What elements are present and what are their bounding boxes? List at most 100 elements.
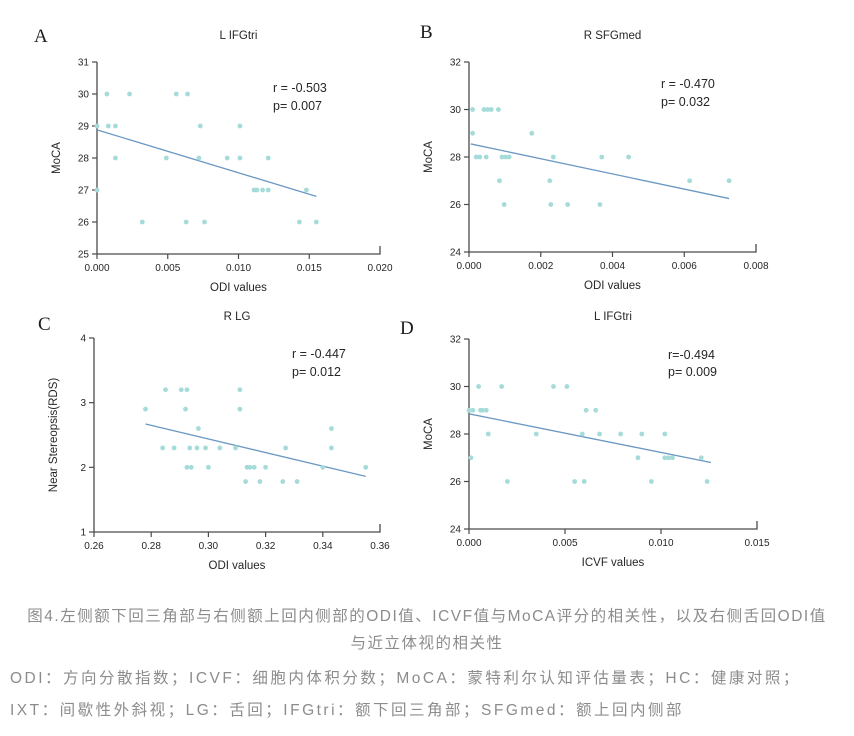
data-point [597, 202, 603, 207]
x-axis-label: ODI values [209, 560, 266, 572]
y-tick-label: 28 [450, 430, 462, 441]
data-point [666, 455, 672, 461]
scatter-panel-b: R SFGmed 24 26 28 30 32 0.000 0.002 0.004 0.006 0.… [423, 30, 769, 292]
panel-label-a: A [34, 26, 48, 47]
data-point [247, 464, 253, 470]
y-tick-label: 26 [78, 218, 90, 229]
data-point [499, 154, 505, 160]
data-point [477, 154, 483, 160]
data-point [237, 155, 243, 161]
chart-title: R SFGmed [584, 30, 642, 42]
data-point [593, 407, 599, 413]
data-point [533, 431, 539, 437]
data-point [499, 384, 505, 389]
data-point [127, 91, 132, 97]
y-axis-label: MoCA [423, 418, 435, 450]
data-point [188, 464, 194, 470]
data-point [466, 407, 472, 413]
data-point [237, 387, 243, 393]
data-point [224, 155, 230, 161]
figure-footnote: ODI：方向分散指数；ICVF：细胞内体积分数；MoCA：蒙特利尔认知评估量表；… [10, 670, 801, 719]
data-point [503, 154, 508, 160]
data-point [496, 107, 501, 112]
y-tick-label: 30 [450, 382, 462, 393]
data-point [564, 384, 570, 389]
x-tick-label: 0.000 [456, 261, 481, 272]
data-point [251, 464, 257, 470]
y-tick-label: 28 [78, 154, 90, 165]
data-point [480, 407, 485, 413]
data-point [160, 445, 166, 451]
y-tick-label: 27 [78, 186, 90, 197]
chart-title: L IFGtri [594, 311, 632, 323]
y-tick-label: 30 [78, 90, 90, 101]
x-tick-label: 0.006 [672, 261, 697, 272]
data-point [550, 154, 556, 160]
trend-line [96, 129, 317, 198]
data-point [468, 455, 474, 461]
data-point [481, 107, 487, 112]
x-tick-label: 0.015 [297, 263, 322, 274]
data-point [202, 219, 207, 225]
data-point [163, 387, 168, 393]
data-point [328, 445, 334, 451]
correlation-p-label: p= 0.007 [273, 99, 322, 113]
x-axis-label: ODI values [210, 282, 267, 294]
data-point [529, 130, 535, 136]
data-point [328, 426, 334, 431]
data-point [184, 464, 190, 470]
data-point [105, 123, 111, 129]
data-point [320, 464, 326, 470]
correlation-r-label: r = -0.447 [292, 347, 346, 361]
data-point [547, 178, 553, 184]
data-point [139, 219, 145, 225]
data-point [662, 431, 668, 437]
data-point [112, 123, 118, 129]
x-tick-label: 0.000 [84, 263, 109, 274]
data-point [296, 219, 302, 225]
data-point [626, 154, 632, 160]
data-point [470, 107, 475, 112]
data-point [363, 464, 369, 470]
y-tick-label: 24 [450, 248, 462, 259]
data-point [551, 384, 556, 389]
data-point [470, 130, 475, 136]
y-tick-label: 30 [450, 105, 462, 116]
x-tick-label: 0.004 [600, 261, 625, 272]
data-point [483, 154, 489, 160]
panel-label-d: D [400, 318, 414, 339]
data-point [497, 178, 502, 184]
data-point [304, 187, 309, 193]
data-point [203, 445, 208, 451]
data-point [94, 187, 100, 193]
data-point [505, 479, 510, 484]
trend-line [468, 413, 712, 464]
correlation-p-label: p= 0.012 [292, 365, 341, 379]
data-point [104, 91, 110, 97]
y-tick-label: 31 [78, 58, 90, 69]
x-tick-label: 0.30 [199, 541, 219, 552]
scatter-points [143, 387, 369, 484]
y-tick-label: 32 [450, 58, 462, 69]
data-point [280, 479, 286, 484]
data-point [698, 455, 704, 461]
data-point [618, 431, 624, 437]
x-tick-label: 0.32 [256, 541, 276, 552]
data-point [548, 202, 554, 207]
x-tick-label: 0.26 [84, 541, 104, 552]
data-point [185, 91, 190, 97]
data-point [237, 123, 243, 129]
data-point [195, 426, 201, 431]
y-tick-label: 1 [80, 528, 86, 539]
chart-title: L IFGtri [220, 30, 258, 42]
data-point [171, 445, 177, 451]
x-tick-label: 0.008 [743, 261, 768, 272]
data-point [565, 202, 571, 207]
y-tick-label: 29 [78, 122, 90, 133]
y-tick-label: 26 [450, 477, 462, 488]
data-point [94, 123, 100, 129]
data-point [485, 107, 491, 112]
scatter-panel-c: R LG 1 2 3 4 0.26 0.28 0.30 0.32 0.34 0.36 ODI valu… [48, 311, 390, 572]
correlation-p-label: p= 0.032 [661, 95, 710, 109]
